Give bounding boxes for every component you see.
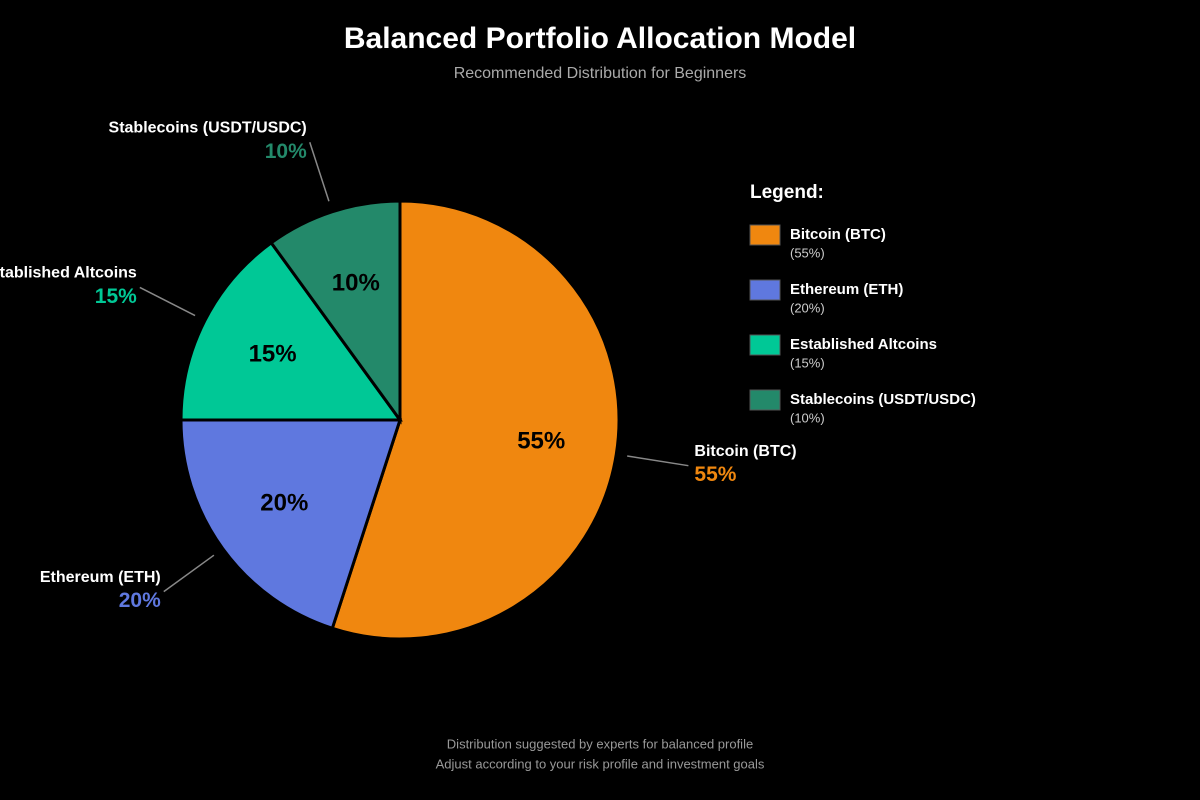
leader-line xyxy=(309,142,330,202)
pie-slice xyxy=(330,199,621,641)
legend-swatch xyxy=(749,279,781,301)
slice-label: 10% xyxy=(332,269,380,296)
footer-note: Adjust according to your risk profile an… xyxy=(436,756,765,771)
slice-label: 20% xyxy=(260,489,308,516)
chart-subtitle: Recommended Distribution for Beginners xyxy=(454,65,747,82)
pie-slice xyxy=(269,199,402,425)
outer-value-label: 55% xyxy=(694,463,736,486)
outer-category-label: Bitcoin (BTC) xyxy=(694,443,796,460)
pie-slice xyxy=(179,418,403,631)
legend-swatch xyxy=(749,334,781,356)
legend-value: (10%) xyxy=(790,410,825,425)
outer-category-label: Established Altcoins xyxy=(0,265,137,282)
outer-value-label: 10% xyxy=(265,140,307,163)
outer-category-label: Ethereum (ETH) xyxy=(40,569,161,586)
legend-swatch xyxy=(749,389,781,411)
legend-value: (15%) xyxy=(790,355,825,370)
outer-value-label: 20% xyxy=(119,589,161,612)
slice-label: 55% xyxy=(517,428,565,455)
legend-value: (20%) xyxy=(790,300,825,315)
legend-title: Legend: xyxy=(750,182,824,203)
chart-title: Balanced Portfolio Allocation Model xyxy=(344,22,856,55)
legend-label: Established Altcoins xyxy=(790,336,937,353)
legend-label: Bitcoin (BTC) xyxy=(790,226,886,243)
outer-value-label: 15% xyxy=(95,285,137,308)
legend-value: (55%) xyxy=(790,245,825,260)
footer-note: Distribution suggested by experts for ba… xyxy=(447,736,753,751)
legend-label: Ethereum (ETH) xyxy=(790,281,903,298)
slice-label: 15% xyxy=(249,340,297,367)
outer-category-label: Stablecoins (USDT/USDC) xyxy=(109,120,307,137)
leader-line xyxy=(163,554,215,593)
leader-line xyxy=(627,455,689,467)
leader-line xyxy=(139,286,196,317)
legend-swatch xyxy=(749,224,781,246)
legend-label: Stablecoins (USDT/USDC) xyxy=(790,391,976,408)
pie-slice xyxy=(179,240,403,422)
